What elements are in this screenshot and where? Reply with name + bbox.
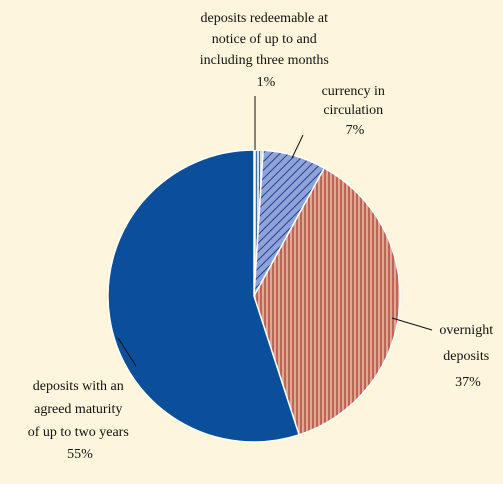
leader-maturity	[117, 337, 137, 367]
label-deposits-redeemable: deposits redeemable at notice of up to a…	[200, 11, 333, 90]
leader-currency	[291, 134, 304, 159]
label-currency-in-circulation: currency in circulation 7%	[322, 84, 389, 138]
label-deposits-with-agreed-maturity: deposits with an agreed maturity of up t…	[28, 379, 133, 462]
label-overnight-deposits: overnight deposits 37%	[439, 323, 496, 390]
pie-slices	[107, 149, 401, 443]
leader-lines	[117, 96, 433, 367]
leader-overnight	[391, 317, 433, 331]
slice-overnight-deposits	[253, 167, 401, 436]
slice-deposits-with-agreed-maturity	[107, 149, 301, 443]
